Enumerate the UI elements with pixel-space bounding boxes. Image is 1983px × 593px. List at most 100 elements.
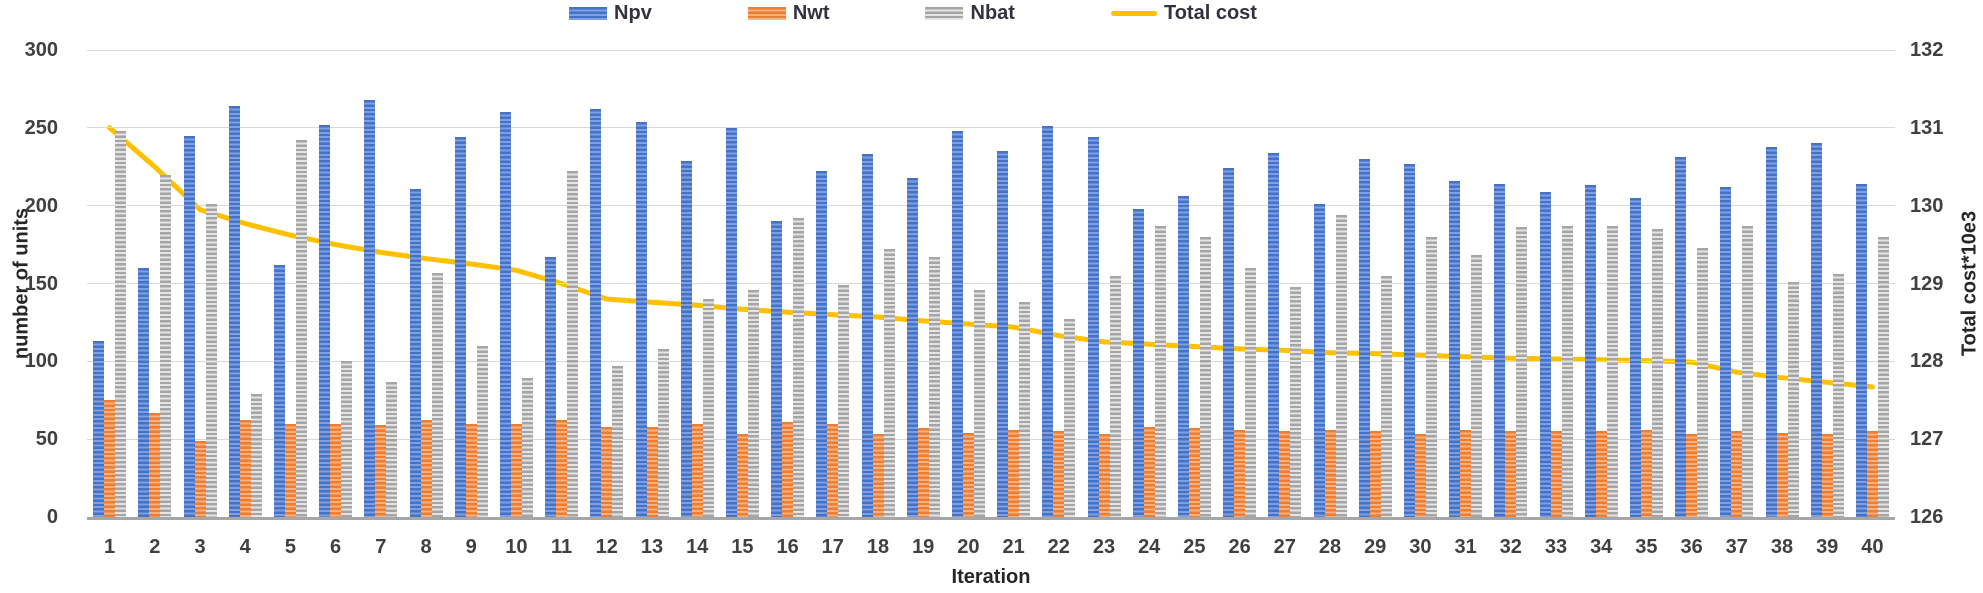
x-axis-tick: 37: [1725, 536, 1748, 558]
x-axis-tick: 7: [375, 536, 387, 558]
nwt-bar: [194, 440, 206, 517]
nwt-bar: [1098, 434, 1110, 517]
left-axis-tick: 0: [46, 506, 58, 528]
npv-bar: [1720, 186, 1732, 517]
left-axis-tick: 300: [24, 39, 58, 61]
nbat-bar: [1471, 255, 1483, 517]
npv-bar: [228, 106, 240, 517]
legend-label-total-cost: Total cost: [1163, 2, 1257, 24]
nwt-bar: [104, 400, 116, 517]
nbat-bar: [476, 345, 488, 517]
left-axis-tick: 250: [24, 116, 58, 139]
right-axis-tick: 130: [1910, 194, 1944, 217]
npv-bar: [454, 137, 466, 517]
x-axis-tick: 12: [595, 536, 618, 558]
npv-bar: [319, 124, 331, 517]
nbat-bar: [1335, 215, 1347, 517]
nbat-bar: [1425, 236, 1437, 517]
npv-bar: [499, 112, 511, 517]
npv-bar: [906, 177, 918, 517]
npv-bar: [1132, 208, 1144, 517]
x-axis-tick: 32: [1499, 536, 1522, 558]
x-axis-tick: 19: [912, 536, 935, 558]
x-axis-tick: 34: [1590, 536, 1613, 558]
x-axis-tick: 30: [1409, 536, 1432, 558]
npv-bar: [1042, 126, 1054, 517]
npv-bar: [635, 121, 647, 517]
nwt-bar: [601, 426, 613, 517]
npv-bar: [1629, 197, 1641, 517]
x-axis-tick: 22: [1047, 536, 1070, 558]
npv-bar: [1539, 191, 1551, 517]
npv-bar: [1449, 180, 1461, 517]
x-axis-tick: 1: [104, 536, 116, 558]
nwt-bar: [736, 434, 748, 517]
nbat-bar: [1199, 236, 1211, 517]
nwt-bar: [827, 423, 839, 517]
nwt-bar: [239, 420, 251, 517]
legend-item-total-cost: Total cost: [1110, 2, 1257, 24]
npv-bar: [1087, 137, 1099, 517]
x-axis-title: Iteration: [951, 566, 1031, 588]
legend-label-nwt: Nwt: [792, 2, 830, 24]
x-axis-tick: 24: [1138, 536, 1161, 558]
nbat-bar: [838, 285, 850, 517]
nwt-bar: [872, 434, 884, 517]
npv-bar: [816, 171, 828, 517]
nbat-bar: [567, 171, 579, 517]
right-axis-tick: 131: [1910, 116, 1944, 139]
x-axis-tick: 23: [1092, 536, 1116, 558]
nbat-bar: [250, 394, 262, 517]
right-axis-tick: 128: [1910, 350, 1944, 373]
nbat-bar: [431, 272, 443, 517]
npv-bar: [93, 341, 105, 517]
nbat-bar: [1877, 236, 1889, 517]
npv-bar: [138, 267, 150, 517]
x-axis-tick: 18: [866, 536, 890, 558]
nwt-bar: [962, 432, 974, 517]
npv-bar: [1268, 152, 1280, 517]
npv-bar: [1810, 143, 1822, 517]
npv-bar: [861, 154, 873, 517]
nwt-bar: [917, 428, 929, 517]
npv-bar: [364, 99, 376, 517]
npv-bar: [183, 135, 195, 517]
x-axis-tick: 21: [1002, 536, 1025, 558]
nwt-bar: [1776, 432, 1788, 517]
nbat-bar: [1651, 229, 1663, 517]
npv-bar: [680, 160, 692, 517]
gridline: [87, 205, 1895, 207]
x-axis-tick: 2: [149, 536, 161, 558]
x-axis-tick: 38: [1770, 536, 1794, 558]
npv-bar: [997, 151, 1009, 517]
nbat-bar: [747, 289, 759, 517]
nbat-bar: [386, 381, 398, 517]
gridline: [87, 360, 1895, 362]
x-axis-tick: 4: [239, 536, 251, 558]
nbat-bar: [793, 218, 805, 517]
npv-bar: [1855, 183, 1867, 517]
x-axis-tick: 8: [420, 536, 432, 558]
nwt-bar: [1053, 431, 1065, 517]
right-axis-tick: 126: [1910, 506, 1944, 528]
right-axis-tick: 127: [1910, 428, 1944, 451]
nbat-bar: [1606, 225, 1618, 517]
x-axis-tick: 20: [957, 536, 980, 558]
x-axis-tick: 33: [1544, 536, 1568, 558]
legend-label-npv: Npv: [614, 2, 652, 24]
nwt-bar: [1595, 431, 1607, 517]
npv-bar: [1494, 183, 1506, 517]
nbat-bar: [1109, 275, 1121, 517]
nwt-bar: [1414, 434, 1426, 517]
nwt-bar: [1279, 431, 1291, 517]
nbat-bar: [115, 130, 127, 517]
x-axis-tick: 17: [821, 536, 844, 558]
npv-bar: [590, 109, 602, 517]
x-axis-tick: 6: [330, 536, 342, 558]
nwt-bar: [1866, 431, 1878, 517]
nwt-bar: [465, 423, 477, 517]
x-axis-tick: 5: [284, 536, 296, 558]
legend-label-nbat: Nbat: [970, 2, 1015, 24]
nwt-bar: [375, 425, 387, 517]
npv-bar: [1403, 163, 1415, 517]
